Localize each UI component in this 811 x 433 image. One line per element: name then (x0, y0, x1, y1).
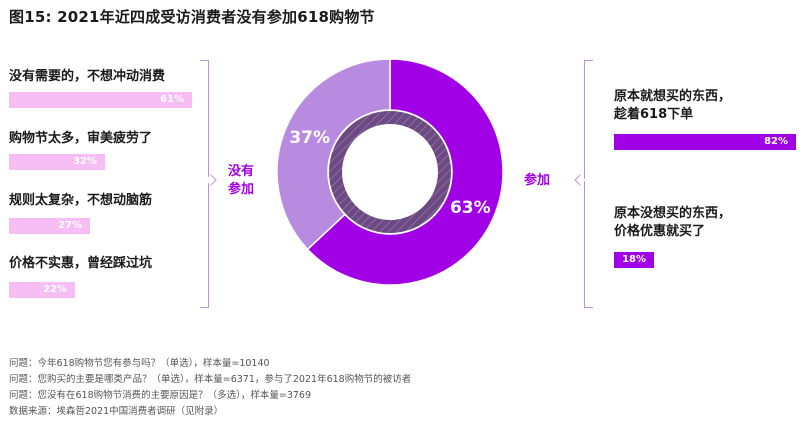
left-item-label: 购物节太多，审美疲劳了 (9, 131, 153, 146)
left-item-label: 没有需要的，不想冲动消费 (9, 69, 166, 84)
right-bar-value: 18% (622, 254, 646, 265)
left-bar: 32% (9, 154, 105, 170)
right-bar-value: 82% (764, 136, 789, 147)
left-bar-value: 32% (73, 156, 97, 167)
right-bar: 82% (614, 134, 797, 150)
right-item-label: 原本就想买的东西， 趁着618下单 (614, 88, 731, 124)
not-participated-label-line1: 没有 (228, 164, 255, 179)
chart-title: 图15: 2021年近四成受访消费者没有参加618购物节 (9, 8, 375, 26)
left-bar: 27% (9, 218, 90, 234)
footnotes: 问题：今年618购物节您有参与吗？（单选），样本量=10140 问题：您购买的主… (9, 356, 411, 420)
right-item-label: 原本没想买的东西， 价格优惠就买了 (614, 205, 731, 241)
left-bar-value: 22% (43, 284, 67, 295)
left-item-label: 价格不实惠，曾经踩过坑 (9, 256, 153, 271)
left-bar: 22% (9, 282, 75, 298)
left-item-label: 规则太复杂，不想动脑筋 (9, 193, 153, 208)
right-item-label-line1: 原本没想买的东西， (614, 206, 732, 221)
right-item-label-line2: 价格优惠就买了 (614, 224, 706, 239)
donut-slice-not-participated (276, 58, 391, 251)
right-bar: 18% (614, 252, 654, 268)
left-bar-value: 27% (58, 220, 82, 231)
right-item-label-line1: 原本就想买的东西， (614, 89, 732, 104)
donut-label-not-participated: 37% (289, 128, 330, 148)
left-bar-value: 61% (160, 94, 184, 105)
participated-label: 参加 (524, 173, 551, 188)
left-bar: 61% (9, 92, 192, 108)
not-participated-label: 没有 参加 (228, 163, 254, 199)
footnote-line: 问题：今年618购物节您有参与吗？（单选），样本量=10140 (9, 358, 270, 369)
donut-slice-participated (306, 58, 504, 286)
donut-hole (342, 124, 438, 220)
right-item-label-line2: 趁着618下单 (614, 107, 694, 122)
footnote-line: 数据来源：埃森哲2021中国消费者调研（见附录） (9, 406, 224, 417)
right-bracket (584, 60, 593, 308)
footnote-line: 问题：您没有在618购物节消费的主要原因是？（多选），样本量=3769 (9, 390, 312, 401)
donut-label-participated: 63% (450, 198, 491, 218)
footnote-line: 问题：您购买的主要是哪类产品？（单选），样本量=6371，参与了2021年618… (9, 374, 412, 385)
not-participated-label-line2: 参加 (228, 182, 255, 197)
